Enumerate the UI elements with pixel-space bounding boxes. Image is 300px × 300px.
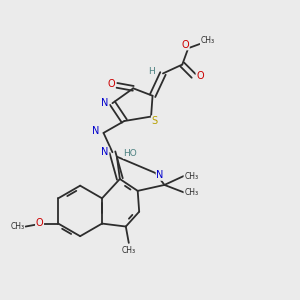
Text: N: N	[156, 170, 164, 180]
Text: S: S	[152, 116, 158, 126]
Text: N: N	[101, 98, 109, 108]
Text: CH₃: CH₃	[122, 246, 136, 255]
Text: O: O	[107, 79, 115, 89]
Text: O: O	[182, 40, 189, 50]
Text: CH₃: CH₃	[200, 36, 214, 45]
Text: HO: HO	[123, 149, 137, 158]
Text: N: N	[92, 126, 100, 136]
Text: CH₃: CH₃	[184, 172, 198, 181]
Text: CH₃: CH₃	[10, 222, 24, 231]
Text: H: H	[148, 67, 155, 76]
Text: O: O	[36, 218, 43, 228]
Text: N: N	[101, 147, 109, 157]
Text: O: O	[196, 71, 204, 81]
Text: CH₃: CH₃	[184, 188, 198, 197]
